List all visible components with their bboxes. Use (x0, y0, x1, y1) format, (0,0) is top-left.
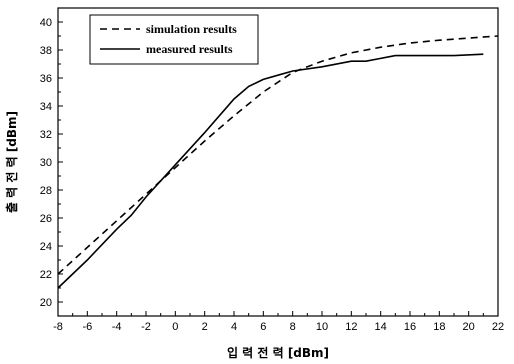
x-tick-label: 2 (202, 321, 208, 333)
x-tick-label: -2 (141, 321, 151, 333)
legend-measured-label: measured results (146, 42, 233, 56)
x-tick-label: 0 (172, 321, 178, 333)
x-tick-label: 12 (345, 321, 357, 333)
x-tick-label: 16 (404, 321, 416, 333)
x-tick-label: -6 (82, 321, 92, 333)
x-tick-label: 6 (260, 321, 266, 333)
x-tick-label: 10 (316, 321, 328, 333)
y-tick-label: 30 (40, 157, 52, 169)
y-tick-label: 32 (40, 129, 52, 141)
legend-box (89, 14, 259, 65)
y-tick-label: 26 (40, 213, 52, 225)
legend-simulation-label: simulation results (146, 22, 237, 36)
x-tick-label: 8 (290, 321, 296, 333)
y-tick-label: 36 (40, 73, 52, 85)
x-tick-label: 20 (463, 321, 475, 333)
x-tick-label: 14 (375, 321, 387, 333)
x-tick-label: 22 (492, 321, 504, 333)
y-tick-label: 38 (40, 45, 52, 57)
x-tick-label: -8 (53, 321, 63, 333)
y-axis-label: 출 력 전 력 [dBm] (4, 111, 19, 213)
y-tick-label: 28 (40, 185, 52, 197)
y-tick-label: 34 (40, 101, 52, 113)
y-tick-label: 22 (40, 269, 52, 281)
x-tick-label: 4 (231, 321, 237, 333)
measured-results-line (57, 53, 484, 289)
simulation-results-line (57, 35, 499, 275)
y-tick-label: 20 (40, 297, 52, 309)
x-tick-label: 18 (433, 321, 445, 333)
y-tick-label: 24 (40, 241, 52, 253)
y-tick-label: 40 (40, 17, 52, 29)
x-axis-label: 입 력 전 력 [dBm] (227, 345, 329, 360)
x-tick-label: -4 (112, 321, 122, 333)
